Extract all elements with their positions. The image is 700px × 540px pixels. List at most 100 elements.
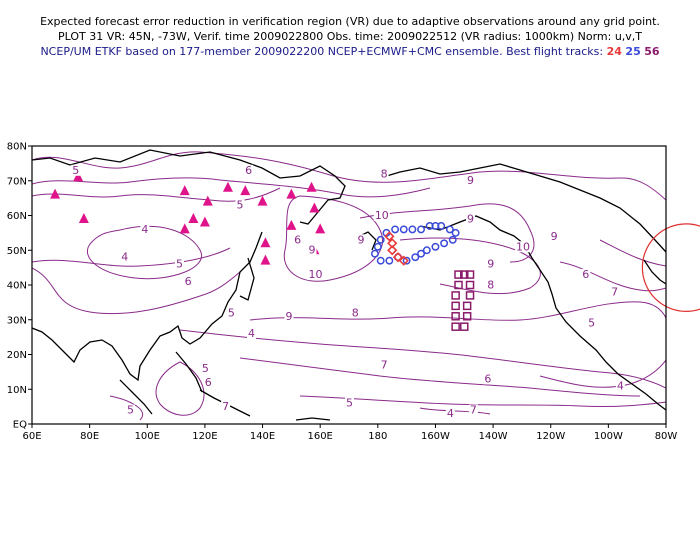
coastlines	[32, 149, 666, 421]
lat-tick-label: 50N	[7, 246, 27, 257]
track-25-point	[370, 249, 379, 258]
track-25-point	[440, 239, 449, 248]
triangle-marker	[73, 171, 84, 182]
track-56-point	[451, 312, 460, 321]
contour-label-bg	[515, 241, 532, 253]
contour-label-bg	[587, 317, 597, 329]
contour-label-bg	[379, 168, 389, 180]
track-56-point	[454, 270, 463, 279]
contour-label-bg	[174, 258, 184, 270]
lon-tick-label: 120E	[192, 431, 217, 442]
lat-tick-label: 20N	[7, 350, 27, 361]
map-frame	[31, 145, 667, 425]
track-25-point	[408, 225, 417, 234]
track-25-point	[385, 256, 394, 265]
track-25-point	[376, 235, 385, 244]
lat-tick-label: 30N	[7, 315, 27, 326]
track-25-point	[402, 256, 411, 265]
track-56-point	[462, 312, 472, 321]
track-25-point	[417, 249, 425, 258]
contour-label-bg	[307, 244, 317, 256]
track-25-point	[448, 235, 457, 244]
header-line-3-text: NCEP/UM ETKF based on 177-member 2009022…	[40, 45, 604, 58]
contour-label: 5	[236, 199, 243, 212]
contour-label: 4	[121, 251, 128, 264]
triangle-marker	[50, 188, 61, 199]
contour-label-bg	[445, 408, 455, 420]
verification-region-circle	[641, 223, 700, 312]
track-56-point	[465, 291, 475, 300]
contour-label: 8	[381, 167, 388, 180]
contour-label-bg	[140, 223, 150, 235]
lon-tick-label: 80E	[80, 431, 99, 442]
track-25-point	[376, 256, 385, 265]
track-label-24: 24	[606, 45, 622, 58]
contour-label-bg	[244, 164, 254, 176]
contour-label: 7	[381, 358, 388, 371]
triangle-marker	[199, 216, 210, 227]
track-24-point	[398, 255, 409, 266]
track-56-point	[465, 280, 475, 290]
triangle-marker	[188, 212, 199, 223]
contour-label: 4	[447, 407, 454, 420]
contour-label-bg	[203, 376, 213, 388]
contour-label-bg	[466, 213, 476, 225]
markers	[50, 171, 475, 331]
lat-tick-label: 70N	[7, 176, 27, 187]
track-25-point	[437, 221, 446, 230]
contour-label: 9	[309, 244, 316, 257]
track-24-point	[384, 231, 395, 242]
triangle-marker	[202, 195, 213, 206]
longitude-ticks: 60E 80E 100E 120E 140E 160E 180 160W 140W 120W 100…	[22, 424, 677, 442]
triangle-marker	[286, 188, 297, 199]
contour-label: 6	[185, 275, 192, 288]
lon-tick-label: 80W	[655, 431, 678, 442]
contour-label: 4	[248, 327, 255, 340]
lon-tick-label: 100W	[594, 431, 623, 442]
triangle-marker	[78, 212, 89, 223]
lat-tick-label: 80N	[7, 142, 27, 153]
contour-label-bg	[486, 279, 496, 291]
contour-label: 9	[467, 174, 474, 187]
contour-label: 5	[176, 258, 183, 271]
contour-label-bg	[120, 251, 130, 263]
contour-label-bg	[483, 373, 493, 385]
contour-label-bg	[125, 404, 135, 416]
contour-label: 8	[352, 306, 359, 319]
contour-label: 9	[358, 233, 365, 246]
contour-label: 9	[551, 230, 558, 243]
contour-label-bg	[379, 359, 389, 371]
contour-label-bg	[373, 209, 390, 221]
contour-label: 5	[72, 164, 79, 177]
track-56-point	[451, 322, 460, 331]
contour-label-bg	[200, 362, 210, 374]
triangle-marker	[179, 223, 190, 234]
track-56-point	[462, 301, 472, 311]
contour-label: 6	[582, 268, 589, 281]
contour-label-bg	[307, 269, 324, 281]
track-56-point	[454, 280, 463, 290]
lat-tick-label: 40N	[7, 281, 27, 292]
contour-label: 5	[228, 306, 235, 319]
track-56-point	[460, 270, 469, 279]
track-25-point	[399, 225, 408, 234]
track-25-point	[445, 225, 454, 234]
track-25-point	[431, 242, 440, 251]
track-25-point	[422, 246, 431, 255]
contour-label-bg	[466, 175, 476, 187]
track-label-56: 56	[644, 45, 660, 58]
contour-label: 7	[222, 400, 229, 413]
track-25-point	[411, 253, 420, 262]
contour-label: 5	[127, 404, 134, 417]
lon-tick-label: 180	[368, 431, 387, 442]
contour-label-bg	[610, 286, 620, 298]
contour-label: 6	[294, 233, 301, 246]
track-25-point	[391, 225, 400, 234]
contour-lines	[32, 151, 666, 421]
contour-label: 9	[467, 212, 474, 225]
triangle-marker	[315, 223, 326, 234]
contour-label-bg	[468, 404, 478, 416]
contour-label: 10	[309, 268, 323, 281]
track-56-point	[465, 270, 475, 279]
